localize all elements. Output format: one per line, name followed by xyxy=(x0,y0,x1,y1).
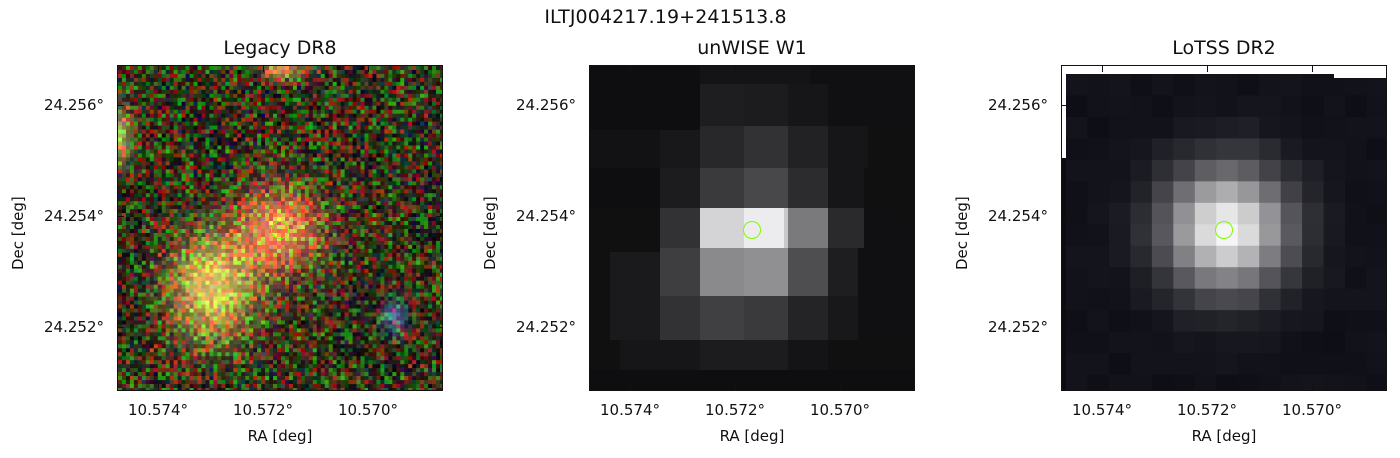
x-tick-label: 10.570° xyxy=(810,401,870,419)
y-tick xyxy=(1380,105,1387,106)
x-tick-label: 10.570° xyxy=(1282,401,1342,419)
x-tick-label: 10.570° xyxy=(338,401,398,419)
x-tick xyxy=(158,384,159,391)
panel-unwise: unWISE W1 24.256° 24.254° 24.252° 10.574… xyxy=(472,0,944,458)
x-tick xyxy=(735,384,736,391)
x-tick xyxy=(263,384,264,391)
x-axis-label: RA [deg] xyxy=(247,427,313,445)
x-tick xyxy=(1102,384,1103,391)
y-tick-label: 24.252° xyxy=(516,318,576,336)
source-marker xyxy=(743,221,761,239)
x-tick-label: 10.572° xyxy=(705,401,765,419)
y-tick xyxy=(436,327,443,328)
x-tick xyxy=(630,384,631,391)
y-axis-label: Dec [deg] xyxy=(481,196,499,270)
y-tick-label: 24.256° xyxy=(516,96,576,114)
x-tick xyxy=(1102,65,1103,72)
y-tick xyxy=(1061,105,1068,106)
x-tick xyxy=(368,384,369,391)
y-tick-label: 24.254° xyxy=(988,207,1048,225)
y-tick xyxy=(117,327,124,328)
y-axis-label: Dec [deg] xyxy=(9,196,27,270)
x-tick xyxy=(263,65,264,72)
x-tick xyxy=(1312,65,1313,72)
panel-title: LoTSS DR2 xyxy=(1172,37,1276,59)
y-tick xyxy=(1061,216,1068,217)
unwise-image xyxy=(590,66,914,390)
x-tick-label: 10.572° xyxy=(1177,401,1237,419)
x-tick xyxy=(1207,384,1208,391)
panel-lotss: LoTSS DR2 24.256° 24.254° 24.252° 10.574… xyxy=(944,0,1400,458)
source-marker xyxy=(271,221,289,239)
y-tick xyxy=(1061,327,1068,328)
x-tick xyxy=(368,65,369,72)
image-axes-lotss xyxy=(1061,65,1387,391)
panel-title: Legacy DR8 xyxy=(223,37,337,59)
y-tick xyxy=(908,327,915,328)
y-tick-label: 24.254° xyxy=(44,207,104,225)
x-tick-label: 10.574° xyxy=(128,401,188,419)
y-tick xyxy=(908,105,915,106)
image-axes-legacy xyxy=(117,65,443,391)
source-marker xyxy=(1215,221,1233,239)
x-tick xyxy=(840,65,841,72)
x-axis-label: RA [deg] xyxy=(719,427,785,445)
x-tick xyxy=(1207,65,1208,72)
x-tick xyxy=(630,65,631,72)
y-tick xyxy=(908,216,915,217)
y-tick-label: 24.252° xyxy=(44,318,104,336)
y-tick xyxy=(589,105,596,106)
y-tick xyxy=(117,105,124,106)
x-tick-label: 10.574° xyxy=(1072,401,1132,419)
y-tick xyxy=(117,216,124,217)
x-axis-label: RA [deg] xyxy=(1191,427,1257,445)
x-tick-label: 10.574° xyxy=(600,401,660,419)
y-tick xyxy=(1380,327,1387,328)
y-tick xyxy=(589,216,596,217)
x-tick xyxy=(158,65,159,72)
x-tick xyxy=(1312,384,1313,391)
x-tick xyxy=(735,65,736,72)
image-axes-unwise xyxy=(589,65,915,391)
y-tick-label: 24.256° xyxy=(44,96,104,114)
y-tick xyxy=(589,327,596,328)
figure-title: ILTJ004217.19+241513.8 xyxy=(544,6,787,28)
y-tick xyxy=(436,105,443,106)
y-tick xyxy=(436,216,443,217)
x-tick-label: 10.572° xyxy=(233,401,293,419)
y-axis-label: Dec [deg] xyxy=(953,196,971,270)
panel-legacy: Legacy DR8 24.256° 24.254° 24.252° 10.57… xyxy=(0,0,472,458)
y-tick-label: 24.256° xyxy=(988,96,1048,114)
legacy-rgb-image xyxy=(118,66,442,390)
y-tick xyxy=(1380,216,1387,217)
y-tick-label: 24.254° xyxy=(516,207,576,225)
panel-title: unWISE W1 xyxy=(697,37,807,59)
y-tick-label: 24.252° xyxy=(988,318,1048,336)
x-tick xyxy=(840,384,841,391)
